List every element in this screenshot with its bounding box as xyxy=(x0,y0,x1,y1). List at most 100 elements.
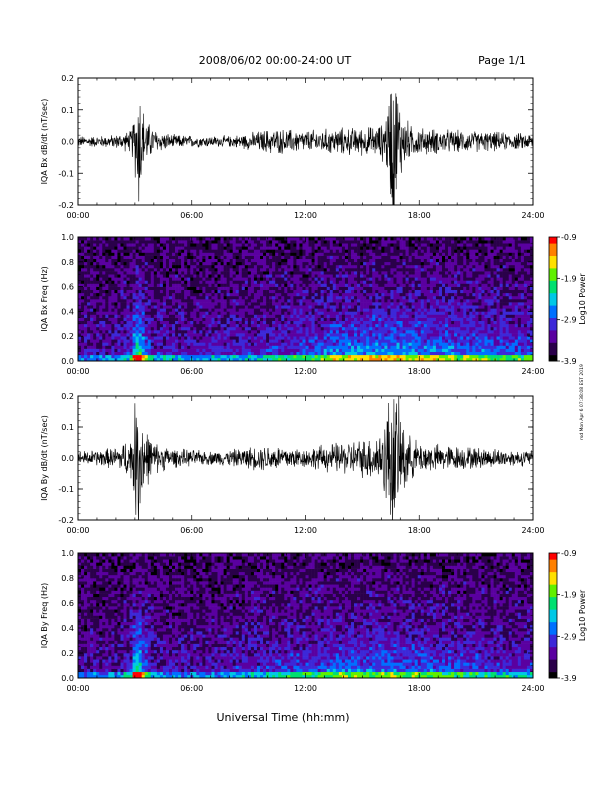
spectrogram-cell xyxy=(238,357,243,361)
spectrogram-cell xyxy=(275,348,279,352)
spectrogram-cell xyxy=(247,264,252,269)
spectrogram-cell xyxy=(193,246,197,250)
spectrogram-cell xyxy=(217,308,221,312)
spectrogram-cell xyxy=(196,295,200,300)
spectrogram-cell xyxy=(102,323,106,328)
spectrogram-cell xyxy=(266,317,270,321)
spectrogram-cell xyxy=(387,299,391,303)
spectrogram-cell xyxy=(117,339,121,343)
spectrogram-cell xyxy=(438,292,443,297)
spectrogram-cell xyxy=(102,258,106,263)
spectrogram-cell xyxy=(420,249,425,253)
spectrogram-cell xyxy=(263,311,267,315)
spectrogram-cell xyxy=(323,311,328,315)
spectrogram-cell xyxy=(241,308,246,312)
spectrogram-cell xyxy=(78,243,82,247)
spectrogram-cell xyxy=(223,333,227,337)
spectrogram-cell xyxy=(144,342,149,346)
spectrogram-cell xyxy=(311,274,315,278)
spectrogram-cell xyxy=(241,323,246,328)
spectrogram-cell xyxy=(351,252,355,256)
spectrogram-cell xyxy=(272,330,276,334)
spectrogram-cell xyxy=(366,240,370,244)
spectrogram-cell xyxy=(366,283,370,287)
spectrogram-cell xyxy=(442,258,446,263)
spectrogram-cell xyxy=(405,255,409,259)
spectrogram-cell xyxy=(417,246,422,250)
spectrogram-cell xyxy=(375,314,379,318)
spectrogram-cell xyxy=(411,277,415,281)
spectrogram-cell xyxy=(272,268,276,272)
spectrogram-cell xyxy=(263,330,267,334)
spectrogram-cell xyxy=(375,286,379,290)
spectrogram-cell xyxy=(229,271,233,275)
spectrogram-cell xyxy=(184,240,188,244)
spectrogram-cell xyxy=(381,283,385,287)
spectrogram-cell xyxy=(108,317,112,321)
spectrogram-cell xyxy=(93,277,97,281)
spectrogram-cell xyxy=(381,357,385,361)
spectrogram-cell xyxy=(184,351,188,356)
spectrogram-cell xyxy=(196,268,200,272)
spectrogram-cell xyxy=(93,243,97,247)
spectrogram-cell xyxy=(263,314,267,318)
spectrogram-cell xyxy=(81,271,85,275)
spectrogram-cell xyxy=(384,342,388,346)
spectrogram-cell xyxy=(217,326,221,331)
spectrogram-cell xyxy=(378,274,382,278)
spectrogram-cell xyxy=(442,330,446,334)
spectrogram-cell xyxy=(102,317,106,321)
spectrogram-cell xyxy=(369,292,373,297)
spectrogram-cell xyxy=(445,280,449,284)
spectrogram-cell xyxy=(156,280,161,284)
spectrogram-cell xyxy=(426,351,431,356)
spectrogram-cell xyxy=(426,283,431,287)
spectrogram-cell xyxy=(351,258,355,263)
spectrogram-cell xyxy=(175,342,179,346)
spectrogram-cell xyxy=(250,277,255,281)
spectrogram-cell xyxy=(323,314,328,318)
spectrogram-cell xyxy=(205,246,209,250)
spectrogram-cell xyxy=(326,243,331,247)
spectrogram-cell xyxy=(402,295,406,300)
spectrogram-cell xyxy=(123,264,127,269)
spectrogram-cell xyxy=(102,289,106,294)
spectrogram-cell xyxy=(123,314,127,318)
spectrogram-cell xyxy=(147,302,152,306)
spectrogram-cell xyxy=(293,314,297,318)
spectrogram-cell xyxy=(420,243,425,247)
spectrogram-cell xyxy=(326,252,331,256)
spectrogram-cell xyxy=(363,354,367,359)
spectrogram-cell xyxy=(235,314,240,318)
spectrogram-cell xyxy=(296,295,300,300)
spectrogram-cell xyxy=(290,333,294,337)
spectrogram-cell xyxy=(81,339,85,343)
spectrogram-cell xyxy=(308,240,312,244)
spectrogram-cell xyxy=(87,274,91,278)
spectrogram-cell xyxy=(172,302,176,306)
spectrogram-cell xyxy=(126,326,130,331)
spectrogram-cell xyxy=(120,317,124,321)
spectrogram-cell xyxy=(78,283,82,287)
spectrogram-cell xyxy=(378,283,382,287)
spectrogram-cell xyxy=(411,342,415,346)
chart-panel-1: 0.20.10.0-0.1-0.200:00 06:00 12:00 18:00 24:… xyxy=(40,74,545,220)
spectrogram-cell xyxy=(338,277,343,281)
spectrogram-cell xyxy=(217,261,221,266)
spectrogram-cell xyxy=(399,283,403,287)
spectrogram-cell xyxy=(120,237,124,241)
spectrogram-cell xyxy=(320,274,324,278)
spectrogram-cell xyxy=(402,333,406,337)
spectrogram-cell xyxy=(393,252,397,256)
spectrogram-cell xyxy=(351,326,355,331)
spectrogram-cell xyxy=(363,311,367,315)
spectrogram-cell xyxy=(132,246,136,250)
spectrogram-cell xyxy=(190,295,194,300)
spectrogram-cell xyxy=(423,323,428,328)
spectrogram-cell xyxy=(438,311,443,315)
spectrogram-cell xyxy=(153,357,158,361)
spectrogram-cell xyxy=(366,336,370,340)
spectrogram-cell xyxy=(126,295,130,300)
spectrogram-cell xyxy=(302,336,306,340)
spectrogram-cell xyxy=(153,317,158,321)
